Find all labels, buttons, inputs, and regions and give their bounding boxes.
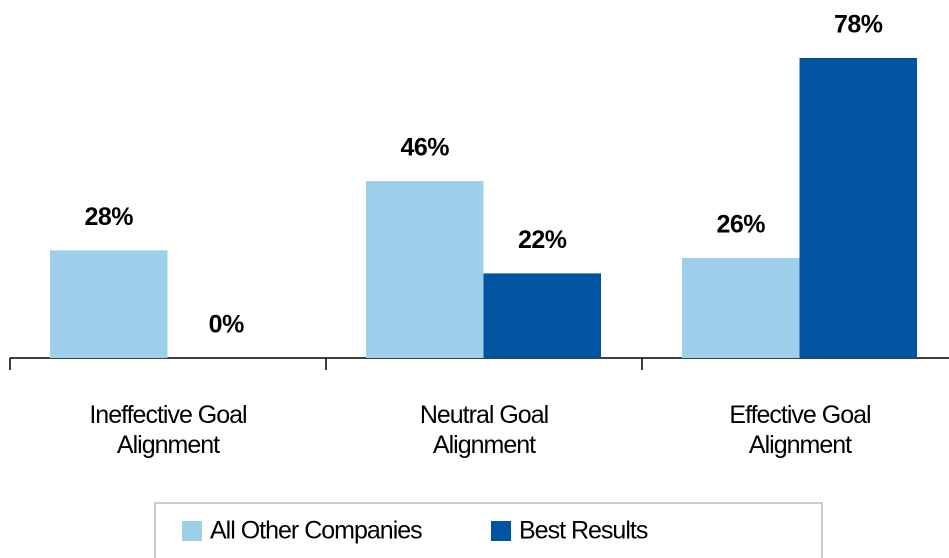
- legend-swatch: [491, 521, 511, 541]
- bar: [50, 250, 168, 358]
- data-label: 46%: [400, 134, 449, 162]
- x-tick-label: Neutral Goal Alignment: [419, 401, 549, 459]
- data-label: 0%: [209, 311, 244, 339]
- legend-box: [154, 502, 823, 558]
- data-label: 78%: [834, 11, 883, 39]
- bar: [682, 258, 800, 358]
- bar: [799, 58, 917, 358]
- bar: [366, 181, 484, 358]
- legend-swatch: [182, 521, 202, 541]
- data-label: 26%: [716, 211, 765, 239]
- legend-label: Best Results: [519, 517, 648, 545]
- data-label: 22%: [518, 226, 567, 254]
- bar: [483, 273, 601, 358]
- legend-label: All Other Companies: [210, 517, 422, 545]
- data-label: 28%: [84, 203, 133, 231]
- x-tick-label: Effective Goal Alignment: [729, 401, 871, 459]
- x-tick-label: Ineffective Goal Alignment: [89, 401, 247, 459]
